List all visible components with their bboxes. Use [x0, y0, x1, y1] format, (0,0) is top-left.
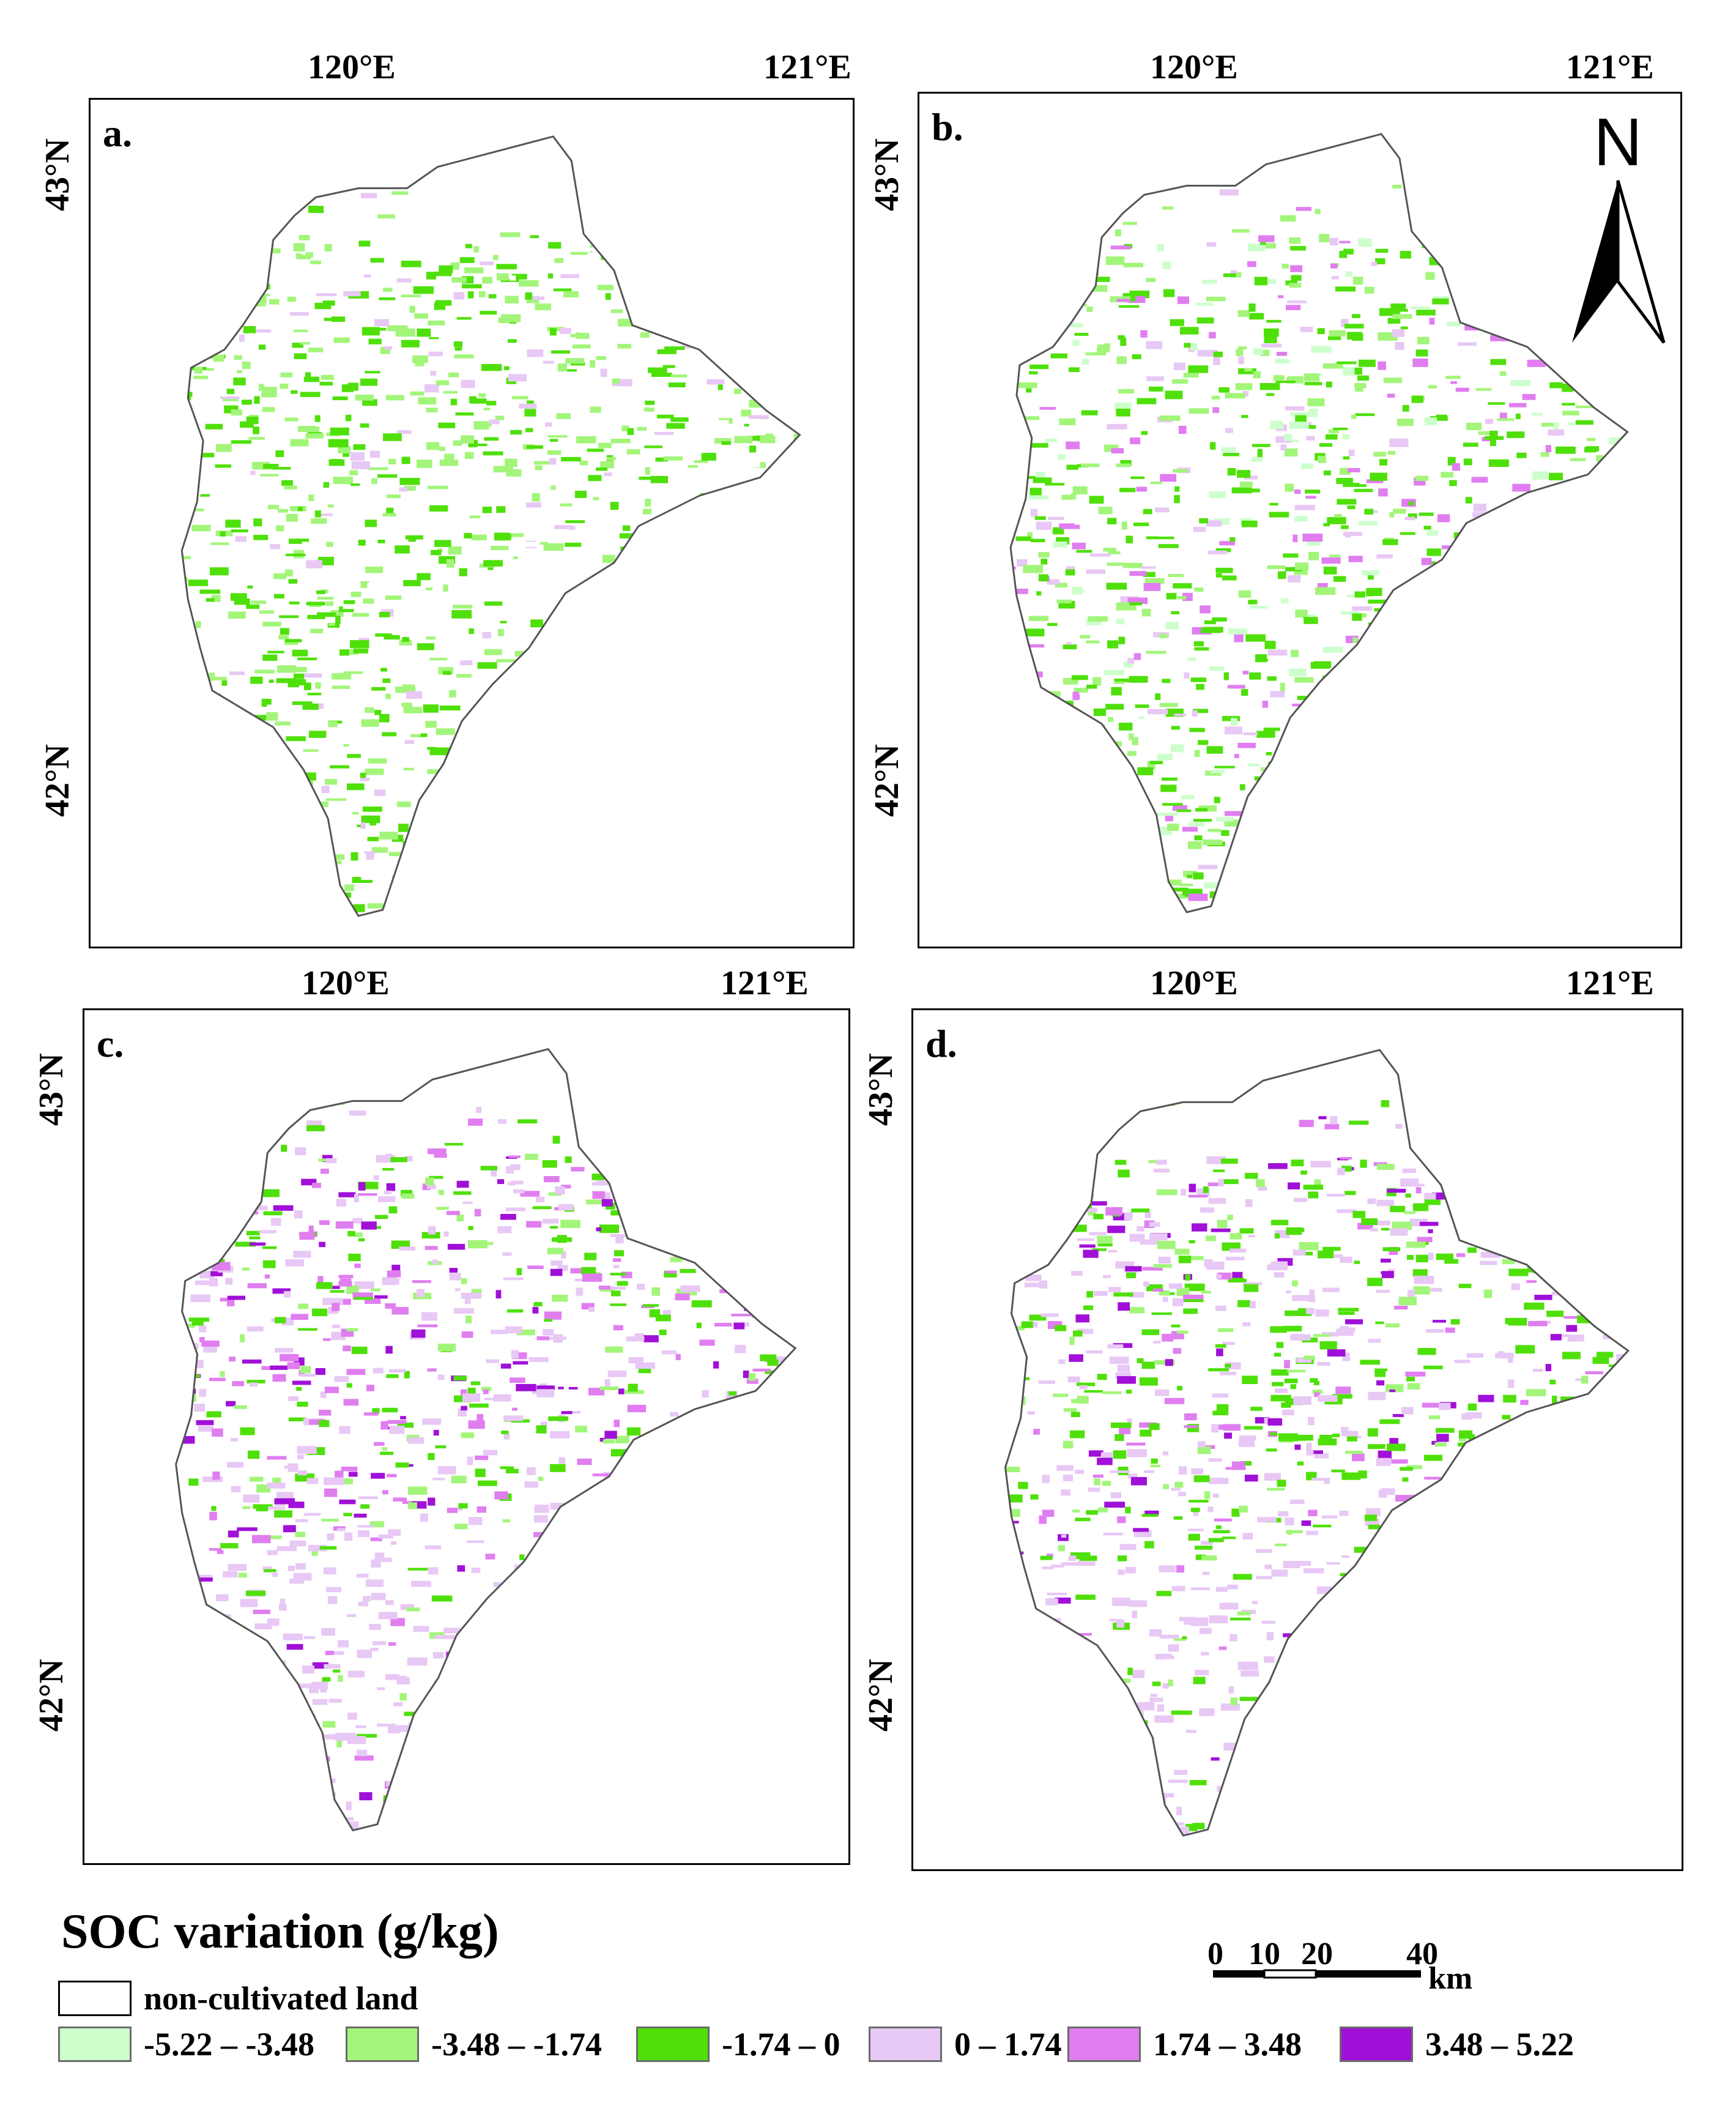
- map-panel-c: c.: [83, 1008, 850, 1865]
- region-map-a: [180, 135, 801, 917]
- panel-label: b.: [932, 105, 963, 149]
- legend-swatch: [1340, 2027, 1413, 2062]
- panel-label: a.: [103, 111, 132, 155]
- map-graphic: [1004, 1049, 1630, 1837]
- lon-tick-120: 120°E: [1150, 964, 1238, 1002]
- lat-tick-43: 43°N: [868, 138, 906, 211]
- legend-item-class-4: 0 – 1.74: [869, 2025, 1062, 2063]
- map-panel-a: a.: [89, 98, 855, 948]
- scale-segment: [1213, 1970, 1264, 1978]
- lat-tick-42: 42°N: [862, 1659, 900, 1732]
- north-label: N: [1593, 105, 1642, 180]
- lat-tick-43: 43°N: [32, 1053, 70, 1126]
- legend-swatch: [636, 2027, 710, 2062]
- scale-tick-label: 0: [1208, 1937, 1223, 1971]
- scale-segment: [1263, 1969, 1317, 1979]
- lat-tick-42: 42°N: [868, 744, 906, 817]
- lon-tick-121: 121°E: [763, 48, 851, 86]
- region-outline: [175, 1048, 797, 1832]
- legend-title: SOC variation (g/kg): [61, 1905, 499, 1959]
- legend-item-class-2: -3.48 – -1.74: [346, 2025, 602, 2063]
- scale-segment: [1316, 1970, 1421, 1978]
- region-fill: [1005, 1049, 1628, 1836]
- map-graphic: [175, 1048, 797, 1832]
- legend-label: -5.22 – -3.48: [144, 2026, 314, 2063]
- legend-label: -3.48 – -1.74: [431, 2026, 602, 2063]
- panel-label: d.: [925, 1022, 957, 1065]
- region-outline: [180, 135, 801, 917]
- region-outline: [1009, 133, 1629, 914]
- north-arrow-left-half: [1572, 181, 1618, 343]
- region-fill: [182, 136, 800, 916]
- scale-tick-label: 20: [1301, 1937, 1333, 1971]
- map-graphic: [180, 135, 801, 917]
- map-graphic: [1009, 133, 1629, 914]
- legend-item-class-5: 1.74 – 3.48: [1067, 2025, 1302, 2063]
- region-map-c: [175, 1048, 797, 1832]
- legend-swatch: [1067, 2027, 1141, 2062]
- scale-tick-label: 40: [1406, 1937, 1438, 1971]
- legend-item-class-1: -5.22 – -3.48: [58, 2025, 314, 2063]
- lat-tick-42: 42°N: [32, 1659, 70, 1732]
- legend-label: 3.48 – 5.22: [1425, 2026, 1574, 2063]
- legend-swatch: [346, 2027, 419, 2062]
- lon-tick-121: 121°E: [721, 964, 809, 1002]
- lat-tick-43: 43°N: [39, 138, 76, 211]
- region-outline: [1004, 1049, 1630, 1837]
- lon-tick-120: 120°E: [302, 964, 390, 1002]
- legend-label: 1.74 – 3.48: [1153, 2026, 1302, 2063]
- legend-label: -1.74 – 0: [722, 2026, 840, 2063]
- legend-item-class-3: -1.74 – 0: [636, 2025, 840, 2063]
- lat-tick-42: 42°N: [39, 744, 76, 817]
- legend-swatch: [58, 2027, 132, 2062]
- scale-unit: km: [1428, 1961, 1472, 1996]
- scale-bar: 0 10 20 40 km: [1207, 1927, 1496, 2019]
- map-panel-d: d.: [911, 1008, 1683, 1871]
- map-panel-b: b.: [918, 92, 1682, 948]
- region-map-d: [1004, 1049, 1630, 1837]
- lat-tick-43: 43°N: [862, 1053, 900, 1126]
- lon-tick-120: 120°E: [308, 48, 396, 86]
- lon-tick-121: 121°E: [1566, 964, 1654, 1002]
- legend-swatch: [869, 2027, 942, 2062]
- scale-tick-label: 10: [1248, 1937, 1280, 1971]
- north-arrow: N: [1566, 104, 1670, 349]
- legend-swatch: [58, 1981, 132, 2016]
- legend-item-class-6: 3.48 – 5.22: [1340, 2025, 1574, 2063]
- panel-label: c.: [97, 1022, 124, 1065]
- lon-tick-121: 121°E: [1566, 48, 1654, 86]
- legend-item-non-cultivated: non-cultivated land: [58, 1979, 418, 2017]
- region-map-b: [1009, 133, 1629, 914]
- legend-label: non-cultivated land: [144, 1980, 418, 2017]
- north-arrow-right-half: [1616, 180, 1666, 344]
- region-fill: [1011, 134, 1628, 912]
- legend-label: 0 – 1.74: [954, 2026, 1062, 2063]
- lon-tick-120: 120°E: [1150, 48, 1238, 86]
